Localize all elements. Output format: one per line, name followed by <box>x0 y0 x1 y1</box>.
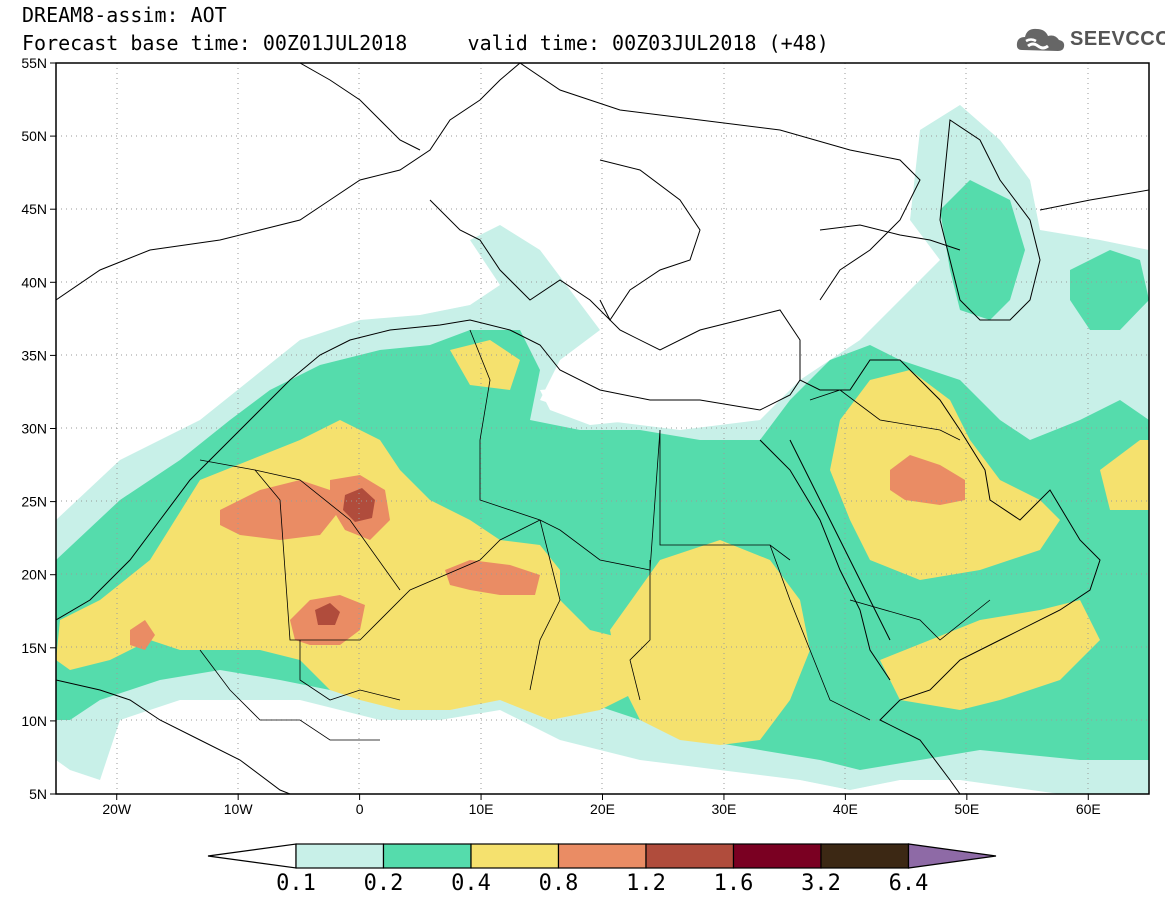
colorbar-under-arrow <box>207 843 297 869</box>
aot-contour-0.8 <box>220 480 340 540</box>
logo-text: SEEVCCC <box>1070 28 1165 50</box>
colorbar-segment <box>470 843 560 869</box>
lon-tick-label: 0 <box>356 801 364 817</box>
map-title: DREAM8-assim: AOT <box>22 3 227 27</box>
aot-contour-0.4 <box>880 600 1100 710</box>
colorbar-segment <box>645 843 735 869</box>
aot-contour-0.4 <box>1100 440 1149 510</box>
valid-time: valid time: 00Z03JUL2018 (+48) <box>467 31 829 55</box>
lat-tick-label: 25N <box>21 494 47 510</box>
aot-contour-1.2 <box>315 603 340 625</box>
colorbar-label: 0.1 <box>276 871 316 896</box>
time-info: Forecast base time: 00Z01JUL2018 valid t… <box>22 32 829 54</box>
country-borders <box>199 329 991 741</box>
colorbar-label: 0.2 <box>364 871 404 896</box>
coastlines <box>56 63 1149 794</box>
colorbar-label: 3.2 <box>801 871 841 896</box>
aot-contour-0.2 <box>940 180 1025 320</box>
colorbar-segment <box>557 843 647 869</box>
lon-tick-label: 10E <box>469 801 494 817</box>
base-time: Forecast base time: 00Z01JUL2018 <box>22 31 408 55</box>
colorbar-label: 0.8 <box>539 871 579 896</box>
lat-tick-label: 15N <box>21 640 47 656</box>
longitude-axis: 20W 10W 0 10E 20E 30E 40E 50E 60E <box>102 794 1101 817</box>
lon-tick-label: 50E <box>954 801 979 817</box>
lon-tick-label: 60E <box>1076 801 1101 817</box>
colorbar: 0.1 0.2 0.4 0.8 1.2 1.6 3.2 6.4 <box>207 843 997 896</box>
colorbar-segment <box>732 843 822 869</box>
aot-contour-1.2 <box>343 488 375 522</box>
lat-tick-label: 5N <box>29 786 47 802</box>
colorbar-label: 0.4 <box>451 871 491 896</box>
colorbar-label: 1.6 <box>714 871 754 896</box>
seevccc-logo: SEEVCCC <box>1014 22 1165 58</box>
aot-contour-0.8 <box>445 560 540 595</box>
aot-contour-0.2 <box>1070 250 1149 330</box>
lon-tick-label: 30E <box>711 801 736 817</box>
colorbar-segment <box>295 843 385 869</box>
lat-tick-label: 20N <box>21 567 47 583</box>
colorbar-segment <box>820 843 910 869</box>
aot-contour-0.4 <box>610 540 810 745</box>
graticule <box>56 63 1149 794</box>
aot-contour-0.8 <box>890 455 965 505</box>
lat-tick-label: 45N <box>21 201 47 217</box>
aot-contour-0.4 <box>450 340 520 390</box>
colorbar-segment <box>382 843 472 869</box>
aot-contour-0.8 <box>130 620 155 650</box>
cloud-icon <box>1016 28 1065 51</box>
lat-tick-label: 30N <box>21 421 47 437</box>
lon-tick-label: 20E <box>590 801 615 817</box>
lon-tick-label: 20W <box>102 801 132 817</box>
latitude-axis: 55N 50N 45N 40N 35N 30N 25N 20N 15N 10N 5N <box>21 55 56 802</box>
lat-tick-label: 35N <box>21 347 47 363</box>
lat-tick-label: 40N <box>21 274 47 290</box>
aot-field <box>56 105 1149 794</box>
colorbar-label: 1.2 <box>626 871 666 896</box>
aot-contour-0.4 <box>56 420 660 720</box>
lon-tick-label: 40E <box>833 801 858 817</box>
lat-tick-label: 55N <box>21 55 47 71</box>
lat-tick-label: 50N <box>21 128 47 144</box>
colorbar-label: 6.4 <box>889 871 929 896</box>
lat-tick-label: 10N <box>21 713 47 729</box>
lon-tick-label: 10W <box>224 801 254 817</box>
aot-clear-area <box>540 385 780 425</box>
colorbar-over-arrow <box>907 843 997 869</box>
